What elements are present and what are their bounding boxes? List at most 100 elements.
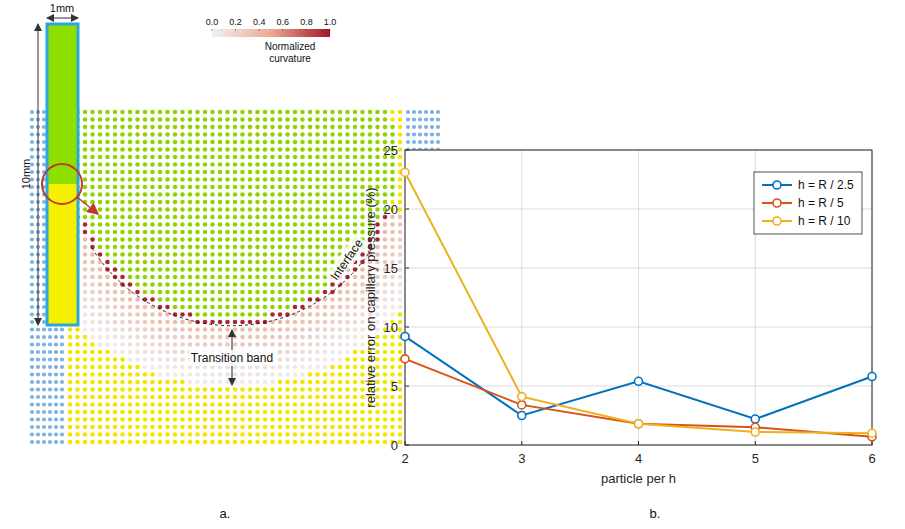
particle	[293, 290, 298, 295]
particle	[285, 327, 290, 332]
particle	[135, 177, 140, 182]
particle	[233, 170, 238, 175]
particle	[188, 222, 193, 227]
particle	[375, 147, 380, 152]
particle	[383, 237, 388, 242]
particle	[195, 162, 200, 167]
particle	[218, 282, 223, 287]
particle	[128, 342, 133, 347]
particle	[278, 305, 283, 310]
particle	[255, 125, 260, 130]
particle	[173, 230, 178, 235]
particle	[218, 155, 223, 160]
particle	[315, 117, 320, 122]
particle	[293, 342, 298, 347]
particle	[278, 275, 283, 280]
particle	[353, 155, 358, 160]
particle	[345, 155, 350, 160]
particle	[300, 222, 305, 227]
particle	[270, 245, 275, 250]
particle	[398, 207, 403, 212]
particle	[240, 110, 245, 115]
particle	[150, 267, 155, 272]
particle	[143, 267, 148, 272]
particle	[98, 290, 103, 295]
particle	[390, 282, 395, 287]
particle	[315, 162, 320, 167]
particle	[398, 140, 403, 145]
particle	[98, 327, 103, 332]
particle	[315, 282, 320, 287]
particle	[345, 177, 350, 182]
wall-particle	[30, 230, 34, 234]
wall-particle	[42, 245, 46, 249]
particle	[330, 155, 335, 160]
particle	[158, 147, 163, 152]
particle	[240, 260, 245, 265]
particle	[158, 327, 163, 332]
particle	[113, 215, 118, 220]
particle	[263, 125, 268, 130]
particle	[240, 327, 245, 332]
particle	[128, 110, 133, 115]
particle	[240, 312, 245, 317]
particle	[338, 320, 343, 325]
particle	[315, 260, 320, 265]
wall-particle	[60, 350, 64, 354]
wall-particle	[42, 320, 46, 324]
particle	[83, 245, 88, 250]
particle	[330, 162, 335, 167]
particle	[173, 200, 178, 205]
particle	[255, 327, 260, 332]
particle	[218, 260, 223, 265]
wall-particle	[42, 260, 46, 264]
particle	[263, 290, 268, 295]
particle	[300, 245, 305, 250]
particle	[225, 267, 230, 272]
particle	[263, 207, 268, 212]
particle	[278, 110, 283, 115]
particle	[98, 312, 103, 317]
particle	[270, 297, 275, 302]
wall-particle	[418, 132, 422, 136]
wall-particle	[48, 327, 52, 331]
particle	[233, 185, 238, 190]
particle	[233, 222, 238, 227]
particle	[330, 305, 335, 310]
particle	[390, 290, 395, 295]
particle	[150, 312, 155, 317]
particle	[83, 282, 88, 287]
particle	[158, 207, 163, 212]
particle	[383, 335, 388, 340]
particle	[120, 230, 125, 235]
particle	[173, 170, 178, 175]
particle	[360, 155, 365, 160]
particle	[323, 215, 328, 220]
particle	[323, 260, 328, 265]
particle	[210, 327, 215, 332]
particle	[113, 267, 118, 272]
wall-particle	[36, 365, 40, 369]
particle	[203, 200, 208, 205]
particle	[218, 297, 223, 302]
particle	[315, 155, 320, 160]
particle	[113, 200, 118, 205]
particle	[308, 275, 313, 280]
particle	[128, 290, 133, 295]
particle	[390, 192, 395, 197]
particle	[83, 252, 88, 257]
particle	[195, 140, 200, 145]
particle	[398, 132, 403, 137]
particle	[285, 170, 290, 175]
particle	[308, 207, 313, 212]
particle	[83, 342, 88, 347]
particle	[240, 282, 245, 287]
particle	[285, 335, 290, 340]
particle	[353, 297, 358, 302]
particle	[270, 290, 275, 295]
particle	[285, 237, 290, 242]
particle	[150, 162, 155, 167]
particle	[398, 215, 403, 220]
particle	[375, 132, 380, 137]
particle	[353, 222, 358, 227]
